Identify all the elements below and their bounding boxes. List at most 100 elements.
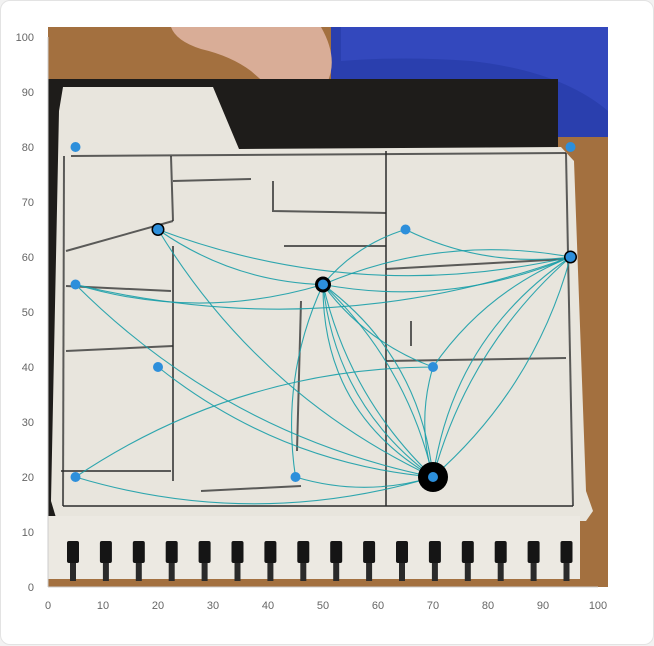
sketch-line [200,485,302,492]
x-tick-labels: 0 10 20 30 40 50 60 70 80 90 100 [45,600,607,612]
spiral-ring [560,541,573,563]
data-point [565,252,576,262]
y-tick-label: 0 [28,582,34,594]
graph-edge [157,228,571,277]
graph-edge [75,256,571,310]
spiral-ring [165,541,178,563]
spiral-wire [300,563,307,581]
spiral-ring [231,541,244,563]
spiral-wire [135,563,142,581]
spiral-ring [494,541,507,563]
sketch-line [296,300,302,452]
y-tick-label: 10 [22,527,34,539]
graph-edge [322,228,406,285]
graph-edge [432,256,571,478]
graph-edge [157,366,434,478]
graph-edge [290,284,324,478]
sketch-line [565,152,574,507]
spiral-ring [264,541,277,563]
spiral-wire [201,563,208,581]
y-tick-labels: 0 10 20 30 40 50 60 70 80 90 100 [16,32,34,594]
data-point [318,279,328,290]
spiral-ring [461,541,474,563]
axes [47,37,598,588]
y-tick-label: 40 [22,362,34,374]
sketch-line [70,152,567,157]
data-point [565,142,576,152]
spiral-wire [431,563,438,581]
x-tick-label: 50 [317,600,329,612]
sketch-line [385,258,567,270]
spiral-ring [132,541,145,563]
x-tick-label: 80 [482,600,494,612]
graph-edge [405,229,571,260]
graph-edge [75,476,434,505]
graph-edge [75,366,434,478]
spiral-wire [333,563,340,581]
spiral-ring [428,541,441,563]
spiral-wire [70,563,76,581]
graph-edge [322,284,434,478]
graph-edge [322,284,434,478]
y-tick-label: 100 [16,32,34,44]
sketch-line [62,155,65,507]
graph-edge [432,256,571,368]
blue-sleeve-highlight [341,27,608,111]
x-tick-label: 0 [45,600,51,612]
sketch-line [172,178,252,182]
graph-edge [157,229,324,286]
graph-edge [322,284,434,368]
spiral-ring [99,541,112,563]
graph-edge [432,256,572,478]
y-tick-label: 30 [22,417,34,429]
spiral-ring [527,541,540,563]
spiral-ring [198,541,211,563]
x-tick-label: 40 [262,600,274,612]
graph-edge [432,256,571,478]
graph-edge [75,283,324,304]
spiral-wire [464,563,471,581]
spiral-ring [67,541,79,563]
spiral-wire [366,563,373,581]
photo-background [48,27,608,587]
x-tick-label: 20 [152,600,164,612]
spiral-wire [399,563,405,581]
y-tick-label: 70 [22,197,34,209]
spiral-ring [396,541,408,563]
y-tick-label: 80 [22,142,34,154]
data-point [153,362,163,372]
x-tick-label: 30 [207,600,219,612]
x-tick-label: 70 [427,600,439,612]
data-point [428,362,438,372]
y-tick-label: 20 [22,472,34,484]
graph-edge [322,284,434,478]
data-point [70,279,81,290]
data-point [153,224,163,235]
x-tick-label: 60 [372,600,384,612]
spiral-wire [530,563,537,581]
spiral-wire [563,563,570,581]
edge-layer [75,228,572,505]
spiral-wire [102,563,109,581]
spiral-ring [330,541,343,563]
graph-edge [322,249,571,286]
sketch-line [272,181,387,214]
point-layer [70,142,577,492]
data-point [290,472,301,482]
graph-edge [322,284,434,478]
graph-edge [157,229,434,478]
spiral-wire [497,563,504,581]
graph-edge [75,284,434,478]
spiral-wire [234,563,241,581]
x-tick-label: 10 [97,600,109,612]
graph-edge [322,284,434,478]
data-point [70,472,81,482]
y-tick-label: 50 [22,307,34,319]
data-point [70,142,81,152]
y-tick-label: 60 [22,252,34,264]
graph-edge [295,476,434,488]
graph-edge [322,256,571,293]
y-tick-label: 90 [22,87,34,99]
